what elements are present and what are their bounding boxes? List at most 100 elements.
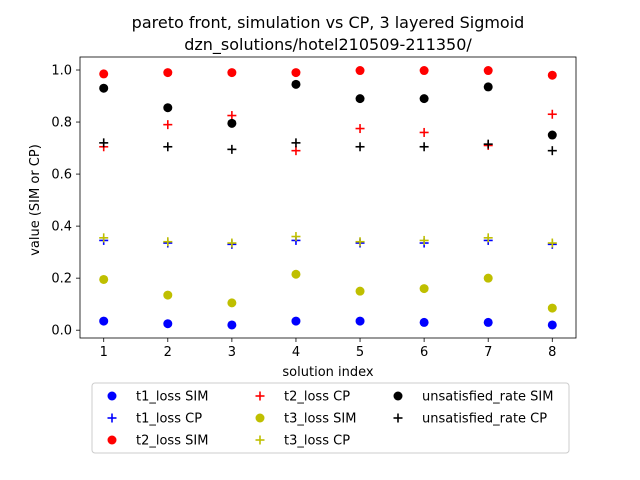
point-t3-loss-sim bbox=[547, 303, 557, 313]
legend-item-unsatisfied-rate-sim: unsatisfied_rate SIM bbox=[393, 390, 553, 405]
point-unsatisfied-rate-sim bbox=[419, 94, 429, 104]
point-unsatisfied-rate-cp bbox=[547, 146, 557, 156]
point-t3-loss-cp bbox=[419, 235, 429, 245]
point-t3-loss-sim bbox=[355, 286, 365, 296]
x-tick-label: 7 bbox=[484, 345, 492, 360]
point-t2-loss-sim bbox=[291, 68, 301, 78]
point-unsatisfied-rate-cp bbox=[99, 138, 109, 148]
series-t1-loss-sim bbox=[99, 316, 557, 330]
x-tick-label: 4 bbox=[292, 345, 300, 360]
legend-item-t1-loss-sim: t1_loss SIM bbox=[107, 390, 208, 405]
point-t2-loss-sim bbox=[227, 68, 237, 78]
point-t1-loss-sim bbox=[419, 317, 429, 327]
point-t1-loss-sim bbox=[355, 316, 365, 326]
legend-label: t2_loss SIM bbox=[136, 434, 208, 449]
point-t3-loss-cp bbox=[99, 233, 109, 243]
point-unsatisfied-rate-sim bbox=[99, 83, 109, 93]
point-t2-loss-cp bbox=[547, 109, 557, 119]
chart-subtitle: dzn_solutions/hotel210509-211350/ bbox=[184, 35, 472, 55]
point-t2-loss-sim bbox=[547, 70, 557, 80]
x-tick-label: 3 bbox=[228, 345, 236, 360]
point-unsatisfied-rate-sim bbox=[355, 94, 365, 104]
legend-label: unsatisfied_rate CP bbox=[422, 412, 547, 427]
legend-item-t3-loss-cp: t3_loss CP bbox=[255, 434, 350, 449]
legend-item-unsatisfied-rate-cp: unsatisfied_rate CP bbox=[393, 412, 547, 427]
series-t3-loss-cp bbox=[99, 232, 557, 248]
y-tick-label: 0.0 bbox=[51, 324, 72, 339]
legend-marker-t1-loss-sim bbox=[107, 391, 117, 401]
point-unsatisfied-rate-sim bbox=[483, 82, 493, 92]
legend-label: t2_loss CP bbox=[284, 390, 350, 405]
point-unsatisfied-rate-cp bbox=[227, 144, 237, 154]
point-t3-loss-cp bbox=[547, 238, 557, 248]
series-t3-loss-sim bbox=[99, 269, 557, 313]
point-t2-loss-sim bbox=[99, 69, 109, 79]
legend-marker-t1-loss-cp bbox=[107, 413, 117, 423]
point-t3-loss-sim bbox=[483, 273, 493, 283]
point-t3-loss-cp bbox=[483, 233, 493, 243]
legend-marker-t2-loss-sim bbox=[107, 435, 117, 445]
point-t3-loss-cp bbox=[291, 232, 301, 242]
point-t2-loss-cp bbox=[227, 111, 237, 121]
point-t3-loss-sim bbox=[227, 298, 237, 308]
point-t3-loss-cp bbox=[227, 238, 237, 248]
legend-item-t1-loss-cp: t1_loss CP bbox=[107, 412, 202, 427]
point-t2-loss-cp bbox=[419, 127, 429, 137]
y-tick-label: 0.2 bbox=[51, 272, 72, 287]
legend-label: unsatisfied_rate SIM bbox=[422, 390, 553, 405]
point-t3-loss-cp bbox=[355, 237, 365, 247]
plot-area: 1 2 3 4 5 6 7 8 0.0 0.2 0.4 0.6 0.8 1.0 bbox=[51, 56, 577, 360]
legend-label: t3_loss SIM bbox=[284, 412, 356, 427]
x-tick-label: 6 bbox=[420, 345, 428, 360]
point-unsatisfied-rate-sim bbox=[227, 118, 237, 128]
legend-marker-t2-loss-cp bbox=[255, 391, 265, 401]
point-t2-loss-sim bbox=[419, 66, 429, 76]
legend-item-t3-loss-sim: t3_loss SIM bbox=[255, 412, 356, 427]
x-tick-label: 8 bbox=[548, 345, 556, 360]
series-t2-loss-sim bbox=[99, 66, 557, 80]
x-tick-label: 1 bbox=[100, 345, 108, 360]
point-t3-loss-cp bbox=[163, 237, 173, 247]
legend-label: t3_loss CP bbox=[284, 434, 350, 449]
legend-box bbox=[91, 382, 570, 454]
point-t3-loss-sim bbox=[99, 274, 109, 284]
point-unsatisfied-rate-cp bbox=[291, 138, 301, 148]
point-t2-loss-cp bbox=[291, 146, 301, 156]
y-tick-label: 0.4 bbox=[51, 220, 72, 235]
point-t2-loss-sim bbox=[163, 68, 173, 78]
y-tick-label: 0.8 bbox=[51, 116, 72, 131]
legend-label: t1_loss CP bbox=[136, 412, 202, 427]
point-t3-loss-sim bbox=[419, 284, 429, 294]
legend-label: t1_loss SIM bbox=[136, 390, 208, 405]
legend-marker-t3-loss-sim bbox=[255, 413, 265, 423]
point-unsatisfied-rate-cp bbox=[163, 142, 173, 152]
point-unsatisfied-rate-cp bbox=[355, 142, 365, 152]
point-t2-loss-sim bbox=[483, 66, 493, 76]
x-tick-label: 5 bbox=[356, 345, 364, 360]
legend: t1_loss SIM t1_loss CP t2_loss SIM t2_loss … bbox=[91, 382, 570, 454]
point-unsatisfied-rate-sim bbox=[547, 130, 557, 140]
point-t1-loss-sim bbox=[99, 316, 109, 326]
point-t1-loss-sim bbox=[163, 319, 173, 329]
legend-marker-t3-loss-cp bbox=[255, 435, 265, 445]
point-t2-loss-cp bbox=[163, 120, 173, 130]
y-tick-label: 1.0 bbox=[51, 64, 72, 79]
series-unsatisfied-rate-cp bbox=[99, 138, 557, 156]
legend-item-t2-loss-sim: t2_loss SIM bbox=[107, 434, 208, 449]
point-t2-loss-cp bbox=[355, 124, 365, 134]
point-unsatisfied-rate-sim bbox=[163, 103, 173, 113]
x-axis-label: solution index bbox=[282, 365, 373, 380]
point-t1-loss-sim bbox=[547, 320, 557, 330]
point-unsatisfied-rate-cp bbox=[419, 142, 429, 152]
legend-item-t2-loss-cp: t2_loss CP bbox=[255, 390, 350, 405]
y-tick-label: 0.6 bbox=[51, 168, 72, 183]
point-t3-loss-sim bbox=[291, 269, 301, 279]
axes-frame bbox=[79, 56, 577, 339]
point-unsatisfied-rate-sim bbox=[291, 79, 301, 89]
point-t2-loss-sim bbox=[355, 66, 365, 76]
y-axis-label: value (SIM or CP) bbox=[28, 144, 43, 256]
point-t1-loss-sim bbox=[483, 317, 493, 327]
point-unsatisfied-rate-cp bbox=[483, 139, 493, 149]
point-t3-loss-sim bbox=[163, 290, 173, 300]
